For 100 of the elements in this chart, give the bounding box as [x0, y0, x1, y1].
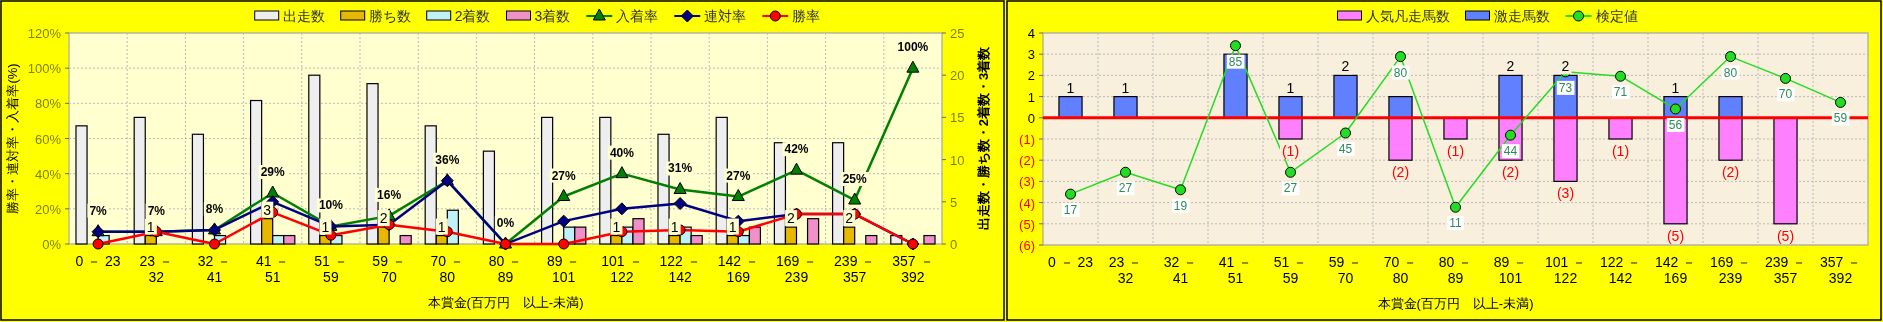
- data-label: 100%: [897, 40, 929, 55]
- data-label: (2): [1721, 164, 1740, 181]
- y-tick-label: (2): [1019, 153, 1035, 169]
- data-label: 85: [1228, 54, 1243, 69]
- x-tick-label: 70 － 80: [1383, 254, 1418, 286]
- data-label: 19: [1173, 198, 1188, 213]
- data-label: 1: [1286, 79, 1295, 96]
- x-tick-label: 89 － 101: [546, 253, 581, 285]
- y2-tick-label: 10: [950, 152, 965, 168]
- y2-tick-label: 20: [950, 68, 965, 84]
- data-label: 17: [1063, 203, 1078, 218]
- data-label: 1: [321, 218, 330, 235]
- data-label: 2: [845, 210, 854, 227]
- data-label: 1: [1066, 79, 1075, 96]
- legend-label: 3着数: [534, 8, 571, 24]
- x-tick-label: 51 － 59: [1273, 254, 1308, 286]
- data-label: 2: [1561, 58, 1570, 75]
- y-tick-label: 100%: [27, 61, 62, 77]
- x-tick-label: 80 － 89: [1438, 254, 1473, 286]
- y-tick-label: (4): [1019, 195, 1035, 211]
- x-tick-label: 59 － 70: [1328, 254, 1363, 286]
- x-tick-label: 41 － 51: [255, 253, 290, 285]
- x-tick-label: 122 － 142: [659, 253, 701, 285]
- data-label: 27%: [726, 168, 751, 183]
- data-label: (5): [1666, 227, 1685, 244]
- x-tick-label: 70 － 80: [430, 253, 465, 285]
- data-label: 1: [146, 218, 155, 235]
- y-tick-label: 2: [1027, 68, 1035, 84]
- legend-label: 激走馬数: [1493, 8, 1550, 24]
- y-tick-label: (6): [1019, 238, 1035, 253]
- legend-label: 出走数: [282, 8, 325, 24]
- y-tick-label: (3): [1019, 174, 1035, 190]
- data-label: 7%: [89, 203, 108, 218]
- x-tick-label: 142 － 169: [717, 253, 759, 285]
- data-label: 29%: [260, 165, 286, 180]
- legend-label: 検定値: [1595, 8, 1638, 24]
- data-label: 1: [670, 218, 679, 235]
- x-tick-label: 169 － 239: [775, 253, 818, 285]
- y-tick-label: 1: [1027, 89, 1035, 105]
- data-label: 1: [1671, 79, 1680, 96]
- x-tick-label: 41 － 51: [1218, 254, 1253, 286]
- x-tick-label: 122 － 142: [1599, 254, 1642, 286]
- x-tick-label: 0 － 23: [1047, 254, 1094, 270]
- x-tick-label: 51 － 59: [314, 253, 348, 285]
- y-tick-label: (1): [1019, 132, 1035, 147]
- data-label: 0%: [496, 216, 515, 230]
- data-label: 70: [1778, 87, 1793, 102]
- data-label: 71: [1613, 85, 1628, 100]
- data-label: 42%: [784, 142, 809, 157]
- data-label: 10%: [318, 198, 344, 213]
- legend-label: 連対率: [704, 8, 747, 24]
- data-label: 2: [1506, 58, 1515, 75]
- y2-tick-label: 5: [950, 194, 958, 210]
- y-tick-label: 20%: [34, 201, 62, 217]
- legend-label: 勝ち数: [368, 8, 411, 24]
- x-tick-label: 101 － 122: [1544, 254, 1587, 286]
- x-axis-title: 本賞金(百万円 以上-未満): [1377, 296, 1534, 311]
- legend-label: 入着率: [616, 8, 659, 24]
- data-label: 40%: [609, 145, 635, 160]
- data-label: (2): [1391, 164, 1410, 181]
- x-tick-label: 239 － 357: [1764, 254, 1807, 286]
- data-label: (1): [1281, 143, 1300, 159]
- y-tick-label: 60%: [34, 131, 62, 147]
- data-label: (3): [1556, 185, 1575, 202]
- data-label: 25%: [842, 172, 868, 187]
- data-label: 27: [1118, 181, 1133, 196]
- data-label: 1: [1121, 79, 1130, 96]
- data-label: (1): [1611, 143, 1630, 159]
- x-tick-label: 32 － 41: [1163, 254, 1198, 286]
- data-label: 80: [1393, 65, 1408, 80]
- data-label: 7%: [147, 203, 166, 218]
- data-label: 31%: [668, 161, 693, 176]
- x-tick-label: 80 － 89: [488, 253, 523, 285]
- x-tick-label: 169 － 239: [1709, 254, 1752, 286]
- data-label: 73: [1558, 80, 1573, 95]
- data-label: 2: [1341, 58, 1350, 75]
- data-label: 44: [1503, 144, 1518, 159]
- data-label: 45: [1338, 142, 1353, 156]
- x-tick-label: 23 － 32: [139, 253, 174, 285]
- data-label: 27%: [551, 168, 577, 183]
- y-tick-label: 3: [1027, 47, 1035, 63]
- data-label: 1: [728, 218, 737, 235]
- x-tick-label: 89 － 101: [1493, 254, 1528, 286]
- x-tick-label: 357 － 392: [1819, 254, 1862, 286]
- y-tick-label: 4: [1027, 26, 1035, 41]
- data-label: 3: [263, 201, 272, 218]
- x-tick-label: 357 － 392: [892, 253, 934, 285]
- data-label: 11: [1449, 216, 1463, 231]
- data-label: 80: [1723, 65, 1738, 80]
- x-tick-label: 0 － 23: [75, 253, 121, 269]
- x-axis-title: 本賞金(百万円 以上-未満): [427, 295, 584, 310]
- x-tick-label: 32 － 41: [197, 253, 232, 285]
- y-tick-label: 120%: [27, 26, 62, 41]
- data-label: 2: [787, 210, 796, 227]
- y-tick-label: 80%: [34, 96, 62, 112]
- data-label: 27: [1283, 181, 1298, 196]
- y2-tick-label: 25: [950, 26, 965, 41]
- x-tick-label: 23 － 32: [1108, 254, 1143, 286]
- legend-label: 人気凡走馬数: [1365, 8, 1450, 24]
- data-label: 8%: [205, 201, 224, 216]
